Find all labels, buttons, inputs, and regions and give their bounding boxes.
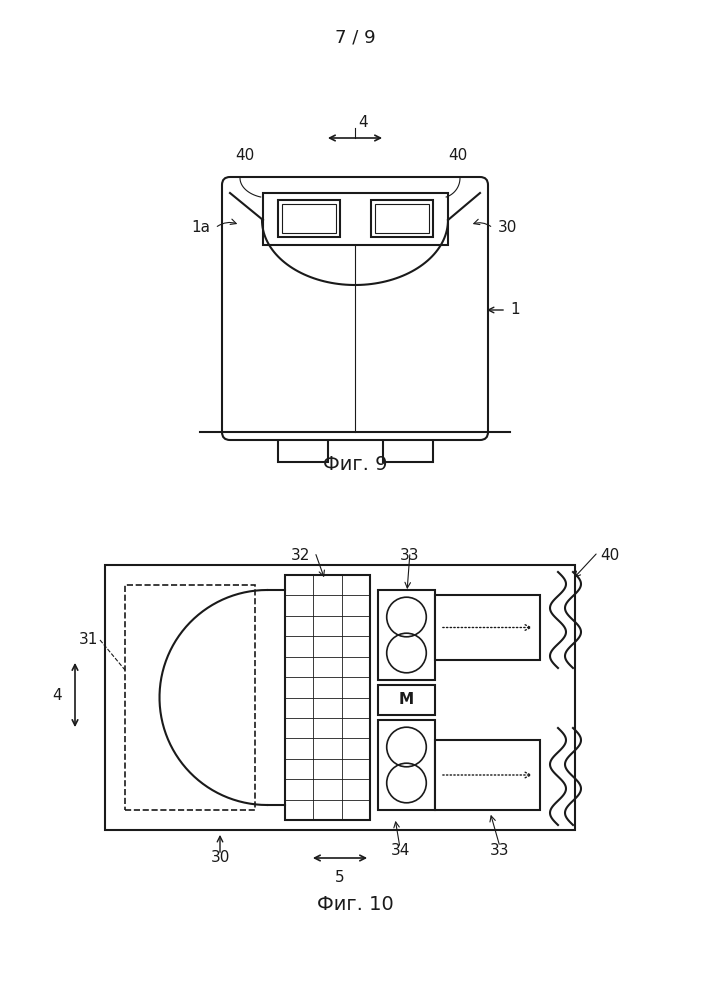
Text: 32: 32 xyxy=(290,548,310,563)
Text: 1: 1 xyxy=(510,303,520,318)
Text: Фиг. 10: Фиг. 10 xyxy=(316,895,393,914)
Text: 33: 33 xyxy=(491,843,510,858)
Text: 4: 4 xyxy=(358,115,368,130)
Text: 5: 5 xyxy=(335,870,345,885)
Text: 4: 4 xyxy=(53,687,62,702)
Text: 34: 34 xyxy=(390,843,410,858)
Text: 33: 33 xyxy=(400,548,419,563)
Bar xyxy=(105,565,575,830)
Bar xyxy=(378,590,435,680)
Bar xyxy=(378,720,435,810)
Text: 7 / 9: 7 / 9 xyxy=(335,28,375,46)
Text: 40: 40 xyxy=(235,148,255,163)
Text: 40: 40 xyxy=(449,148,468,163)
Text: Фиг. 9: Фиг. 9 xyxy=(323,455,387,474)
Text: 1a: 1a xyxy=(191,221,210,236)
Bar xyxy=(375,204,429,233)
Bar xyxy=(125,585,255,810)
Text: 30: 30 xyxy=(498,221,518,236)
Text: 31: 31 xyxy=(79,632,98,647)
Bar xyxy=(282,204,336,233)
Bar xyxy=(435,595,540,660)
Text: M: M xyxy=(399,692,414,707)
Bar xyxy=(371,200,433,237)
Bar xyxy=(263,193,448,245)
Bar xyxy=(383,432,433,462)
Bar xyxy=(278,200,340,237)
Text: 40: 40 xyxy=(600,548,619,563)
FancyBboxPatch shape xyxy=(222,177,488,440)
Bar xyxy=(278,432,328,462)
Bar xyxy=(285,575,370,820)
Text: 30: 30 xyxy=(210,850,230,865)
Bar xyxy=(378,685,435,715)
Bar xyxy=(435,740,540,810)
